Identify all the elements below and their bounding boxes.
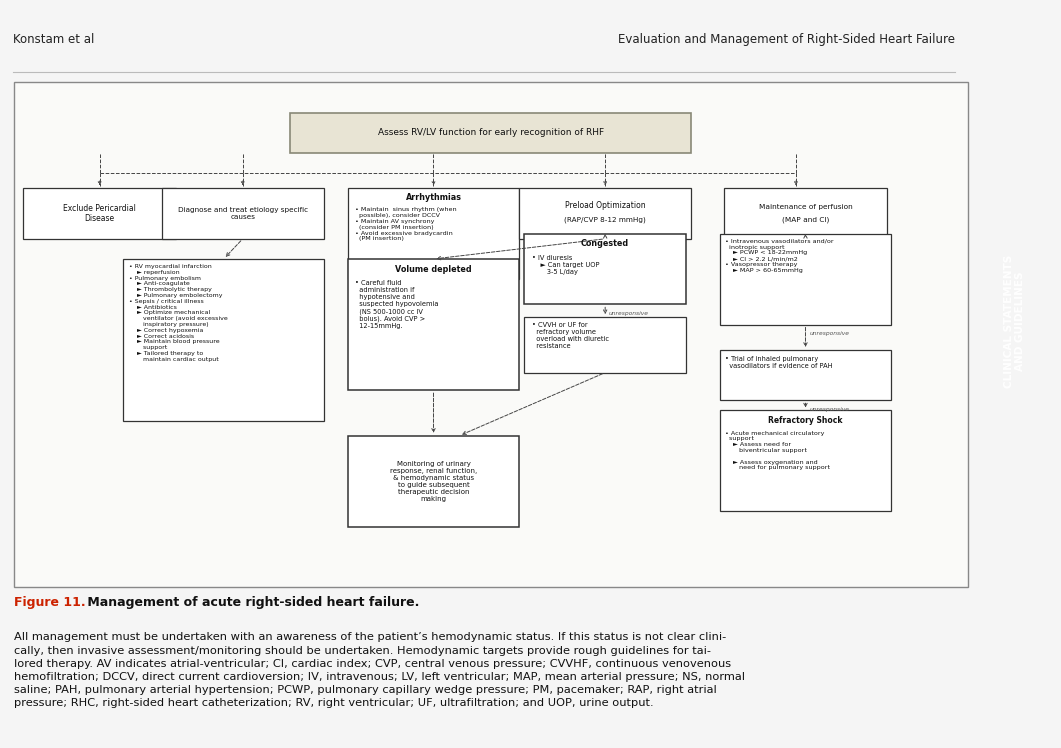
FancyBboxPatch shape — [161, 188, 324, 239]
Text: • Careful fluid
  administration if
  hypotensive and
  suspected hypovolemia
  : • Careful fluid administration if hypote… — [355, 280, 439, 329]
FancyBboxPatch shape — [348, 435, 519, 527]
FancyBboxPatch shape — [14, 82, 968, 587]
Text: Exclude Pericardial
Disease: Exclude Pericardial Disease — [64, 204, 136, 223]
Text: • Maintain  sinus rhythm (when
  possible), consider DCCV
• Maintain AV synchron: • Maintain sinus rhythm (when possible),… — [355, 207, 457, 242]
Text: (MAP and CI): (MAP and CI) — [782, 217, 829, 224]
Text: Arrhythmias: Arrhythmias — [405, 193, 462, 202]
Text: Figure 11.: Figure 11. — [14, 595, 86, 609]
Text: Evaluation and Management of Right-Sided Heart Failure: Evaluation and Management of Right-Sided… — [619, 33, 955, 46]
FancyBboxPatch shape — [524, 317, 686, 373]
FancyBboxPatch shape — [291, 112, 691, 153]
Text: Refractory Shock: Refractory Shock — [768, 416, 842, 425]
FancyBboxPatch shape — [725, 188, 887, 239]
Text: CLINICAL STATEMENTS
AND GUIDELINES: CLINICAL STATEMENTS AND GUIDELINES — [1004, 255, 1025, 388]
Text: (RAP/CVP 8-12 mmHg): (RAP/CVP 8-12 mmHg) — [564, 216, 646, 223]
Text: Congested: Congested — [581, 239, 629, 248]
FancyBboxPatch shape — [348, 188, 519, 279]
Text: Monitoring of urinary
response, renal function,
& hemodynamic status
to guide su: Monitoring of urinary response, renal fu… — [389, 461, 477, 502]
Text: • Acute mechanical circulatory
  support
    ► Assess need for
       biventricu: • Acute mechanical circulatory support ►… — [726, 431, 831, 470]
FancyBboxPatch shape — [348, 259, 519, 390]
Text: Diagnose and treat etiology specific
causes: Diagnose and treat etiology specific cau… — [177, 207, 308, 220]
Text: • Intravenous vasodilators and/or
  inotropic support
    ► PCWP < 18-22mmHg
   : • Intravenous vasodilators and/or inotro… — [726, 239, 834, 273]
Text: • RV myocardial infarction
    ► reperfusion
• Pulmonary embolism
    ► Anti-coa: • RV myocardial infarction ► reperfusion… — [129, 264, 228, 362]
FancyBboxPatch shape — [23, 188, 176, 239]
FancyBboxPatch shape — [719, 350, 891, 400]
Text: • CVVH or UF for
  refractory volume
  overload with diuretic
  resistance: • CVVH or UF for refractory volume overl… — [532, 322, 609, 349]
Text: • Trial of inhaled pulmonary
  vasodilators if evidence of PAH: • Trial of inhaled pulmonary vasodilator… — [726, 356, 833, 369]
Text: • IV diuresis
    ► Can target UOP
       3-5 L/day: • IV diuresis ► Can target UOP 3-5 L/day — [532, 255, 599, 275]
Text: Assess RV/LV function for early recognition of RHF: Assess RV/LV function for early recognit… — [378, 128, 604, 138]
FancyBboxPatch shape — [524, 233, 686, 304]
FancyBboxPatch shape — [719, 233, 891, 325]
FancyBboxPatch shape — [519, 188, 691, 239]
Text: Preload Optimization: Preload Optimization — [564, 201, 645, 210]
Text: All management must be undertaken with an awareness of the patient’s hemodynamic: All management must be undertaken with a… — [14, 632, 745, 708]
FancyBboxPatch shape — [123, 259, 324, 420]
Text: unresponsive: unresponsive — [810, 331, 849, 336]
Text: Konstam et al: Konstam et al — [13, 33, 94, 46]
Text: Management of acute right-sided heart failure.: Management of acute right-sided heart fa… — [83, 595, 419, 609]
FancyBboxPatch shape — [719, 411, 891, 512]
Text: unresponsive: unresponsive — [810, 407, 849, 412]
Text: Maintenance of perfusion: Maintenance of perfusion — [759, 204, 852, 210]
Text: unresponsive: unresponsive — [609, 311, 649, 316]
Text: Volume depleted: Volume depleted — [395, 265, 472, 274]
